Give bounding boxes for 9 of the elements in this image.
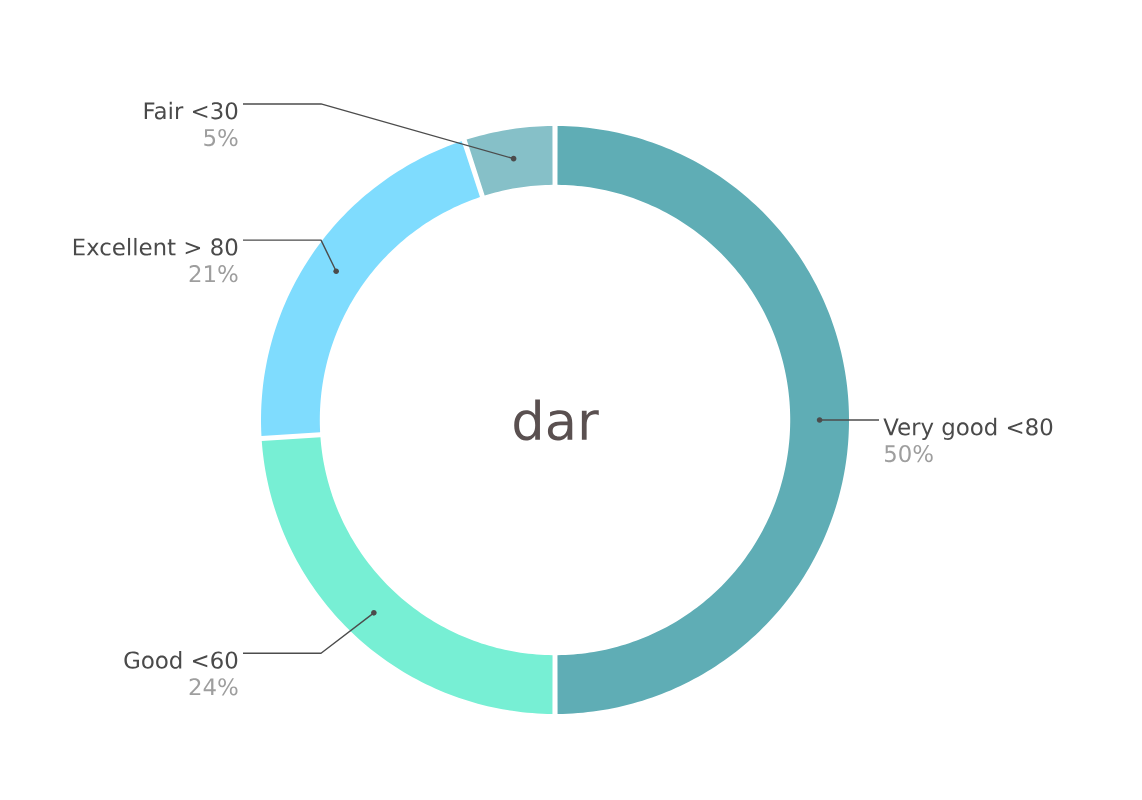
text: dar xyxy=(514,399,599,441)
data-label: 5% xyxy=(204,128,238,147)
slice-label: Good <60 xyxy=(124,651,238,669)
slice-label: Excellent > 80 xyxy=(73,237,238,256)
slice-label: Very good <80 xyxy=(883,417,1053,440)
data-label: 21% xyxy=(189,265,238,283)
slice-label: Fair <30 xyxy=(144,101,238,120)
data-label: 24% xyxy=(189,678,238,696)
data-label: 50% xyxy=(884,444,933,463)
